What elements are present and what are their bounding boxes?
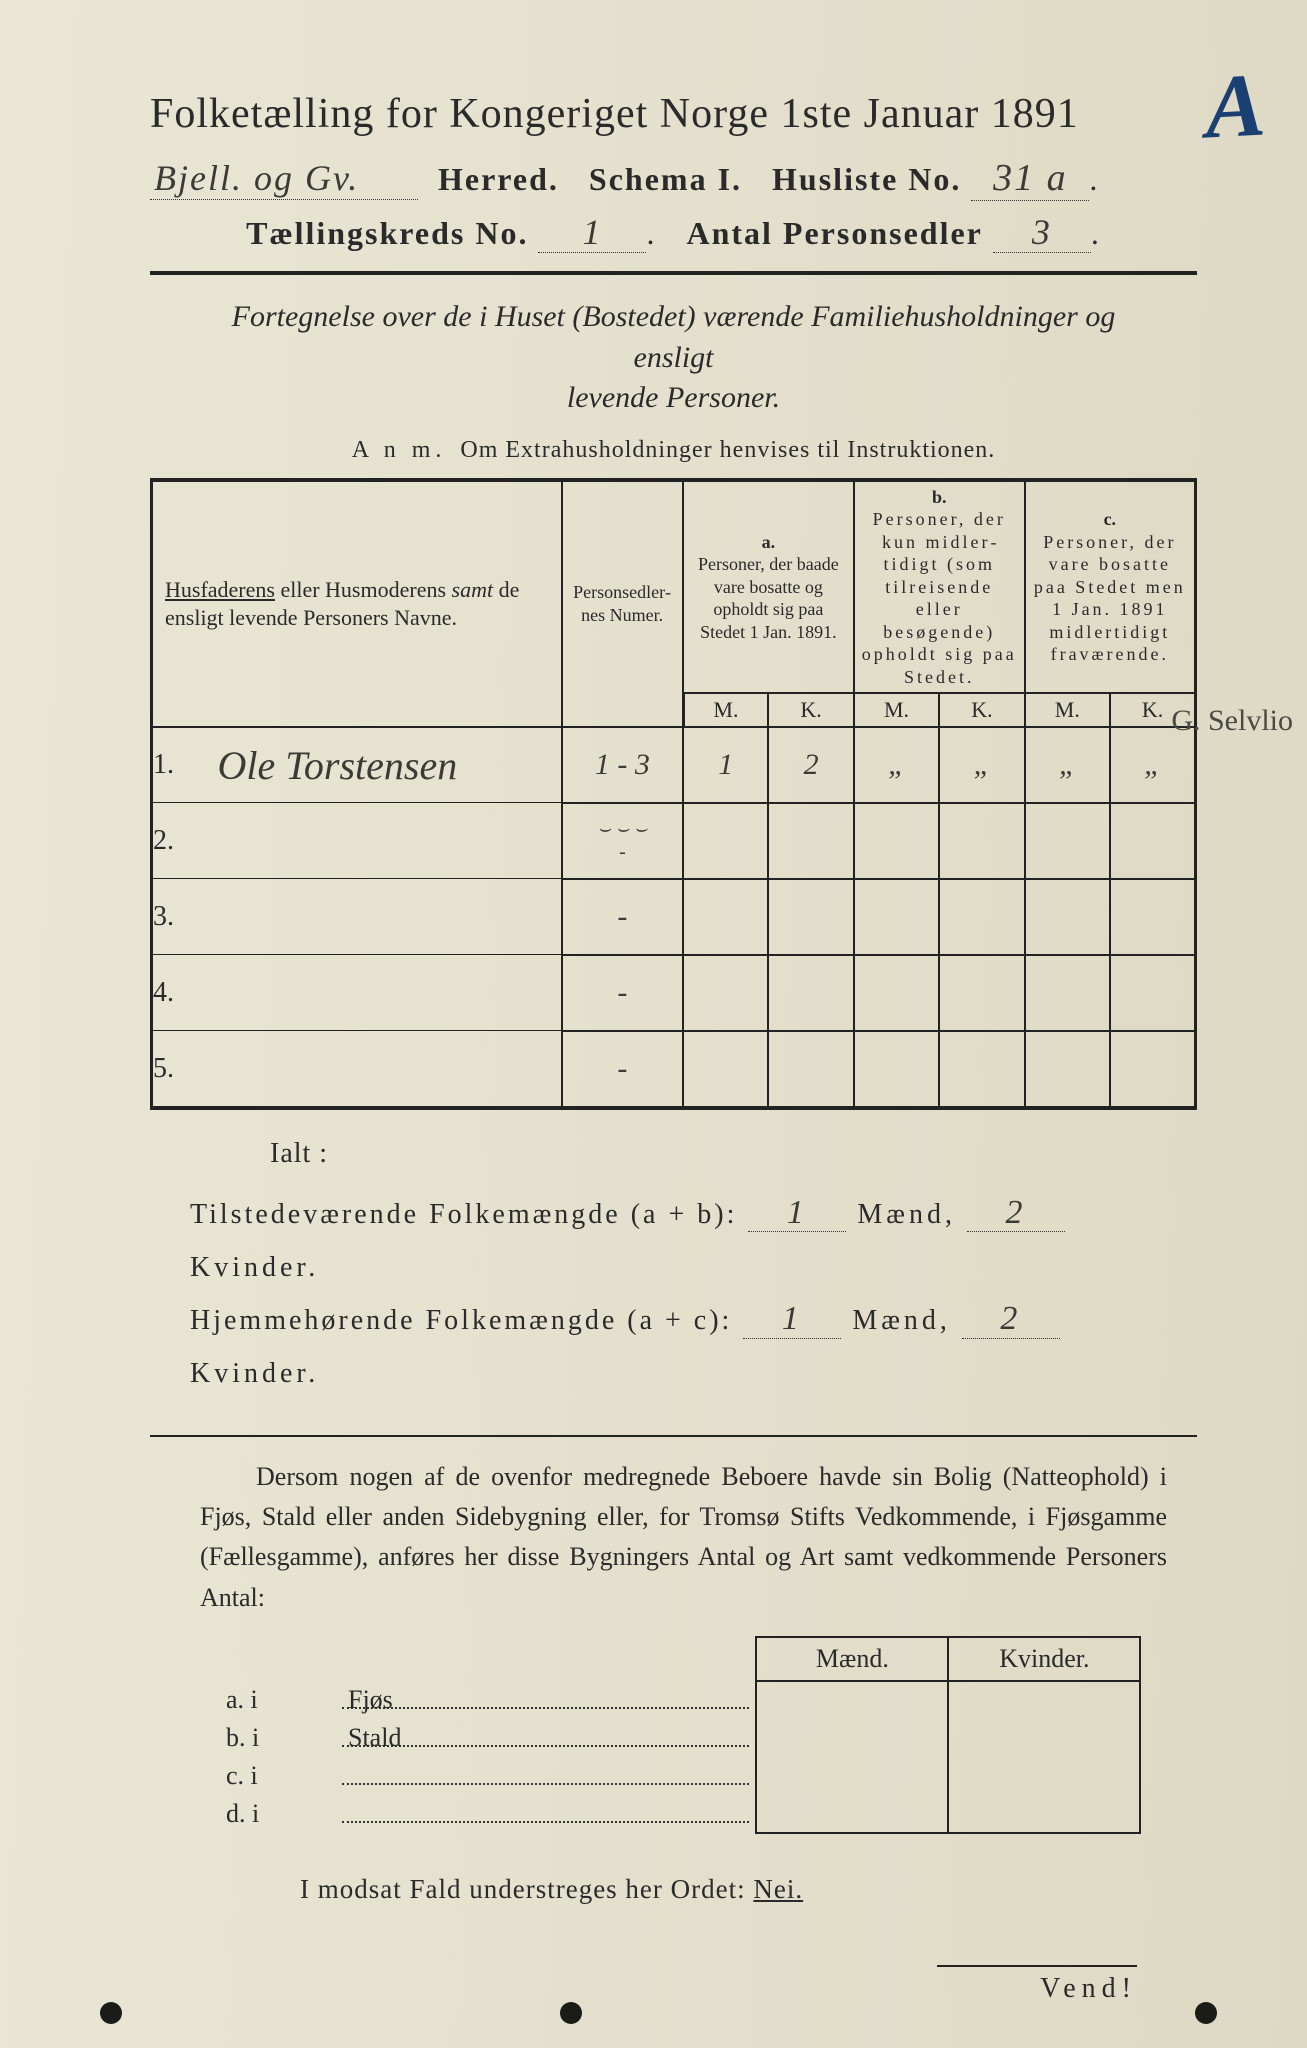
rule-thin [150, 1435, 1197, 1437]
header-line-herred: Bjell. og Gv. Herred. Schema I. Husliste… [150, 158, 1197, 201]
col-header-b: b. Personer, der kun midler­tidigt (som … [854, 480, 1025, 694]
personsedler-label: Antal Personsedler [686, 215, 982, 251]
mk-row: d. i [220, 1795, 1140, 1833]
col-header-numer: Person­sedler­nes Numer. [562, 480, 683, 727]
herred-value: Bjell. og Gv. [150, 159, 418, 200]
col-header-name: Husfaderens eller Husmode­rens samt de e… [152, 480, 562, 727]
col-b-k: K. [939, 693, 1024, 727]
household-rows: 1. Ole Torstensen 1 - 3 1 2 „ „ „ „ 2. ⌣… [152, 727, 1196, 1108]
totals-block: Tilstedeværende Folkemængde (a + b): 1 M… [190, 1188, 1197, 1401]
col-header-a: a. Personer, der baade vare bo­satte og … [683, 480, 854, 694]
vend-label: Vend! [937, 1965, 1137, 2005]
herred-label: Herred. [438, 161, 559, 197]
corner-annotation: A [1202, 53, 1267, 159]
mk-head-k: Kvinder. [948, 1637, 1140, 1681]
totals-line-ab: Tilstedeværende Folkemængde (a + b): 1 M… [190, 1188, 1197, 1294]
margin-note: G. Selvlio [1171, 704, 1293, 738]
description-text: Fortegnelse over de i Huset (Bostedet) v… [190, 297, 1157, 419]
table-row: 2. ⌣ ⌣ ⌣ - [152, 803, 1196, 879]
census-form-page: A Folketælling for Kongeriget Norge 1ste… [0, 0, 1307, 2048]
household-table: Husfaderens eller Husmode­rens samt de e… [150, 478, 1197, 1110]
col-c-m: M. [1025, 693, 1110, 727]
header-line-kreds: Tællingskreds No. 1. Antal Personsedler … [150, 213, 1197, 254]
total-ab-m: 1 [748, 1194, 846, 1232]
punch-hole-icon [560, 2002, 582, 2024]
table-row: 1. Ole Torstensen 1 - 3 1 2 „ „ „ „ [152, 727, 1196, 803]
outbuilding-table: Mænd. Kvinder. a. i Fjøs b. i Stald c. i… [220, 1636, 1141, 1834]
husliste-value: 31 a [971, 158, 1089, 201]
main-table-wrapper: Husfaderens eller Husmode­rens samt de e… [150, 478, 1197, 1110]
total-ab-k: 2 [967, 1194, 1065, 1232]
totals-line-ac: Hjemmehørende Folkemængde (a + c): 1 Mæn… [190, 1294, 1197, 1400]
col-a-k: K. [768, 693, 853, 727]
col-header-c: c. Personer, der vare bosatte paa Stedet… [1025, 480, 1196, 694]
rule-thick [150, 271, 1197, 275]
nei-line: I modsat Fald understreges her Ordet: Ne… [300, 1874, 1197, 1905]
table-row: 4. - [152, 955, 1196, 1031]
kreds-label: Tællingskreds No. [246, 215, 528, 251]
mk-row: b. i Stald [220, 1719, 1140, 1757]
anm-line: A n m. Om Extrahusholdninger henvises ti… [150, 437, 1197, 464]
nei-word: Nei. [753, 1874, 803, 1904]
kreds-value: 1 [538, 213, 646, 254]
col-b-m: M. [854, 693, 939, 727]
husliste-label: Husliste No. [772, 161, 961, 197]
household-name: Ole Torstensen [218, 743, 458, 788]
ialt-label: Ialt : [270, 1138, 1197, 1170]
punch-hole-icon [100, 2002, 122, 2024]
total-ac-k: 2 [962, 1300, 1060, 1338]
schema-label: Schema I. [589, 161, 742, 197]
table-row: 5. - [152, 1031, 1196, 1108]
page-title: Folketælling for Kongeriget Norge 1ste J… [150, 90, 1197, 138]
total-ac-m: 1 [743, 1300, 841, 1338]
mk-head-m: Mænd. [756, 1637, 948, 1681]
punch-hole-icon [1195, 2002, 1217, 2024]
lower-paragraph: Dersom nogen af de ovenfor medregnede Be… [200, 1457, 1167, 1618]
personsedler-value: 3 [993, 213, 1091, 254]
table-row: 3. - [152, 879, 1196, 955]
mk-row: c. i [220, 1757, 1140, 1795]
mk-row: a. i Fjøs [220, 1681, 1140, 1719]
col-a-m: M. [683, 693, 768, 727]
